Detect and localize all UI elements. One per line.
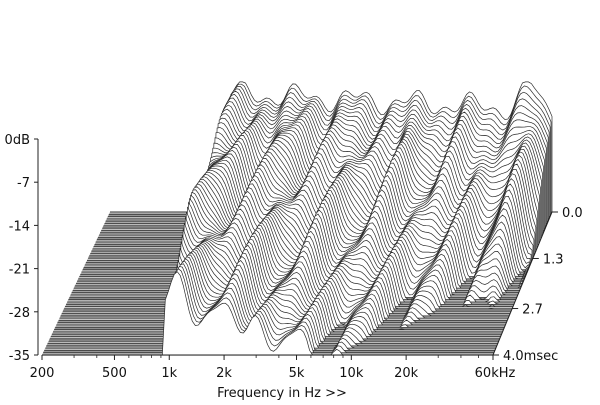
time-tick-label: 2.7 xyxy=(522,303,543,318)
time-tick-label: 4.0msec xyxy=(503,349,558,364)
x-axis-title: Frequency in Hz >> xyxy=(217,386,347,401)
time-tick-label: 0.0 xyxy=(562,206,583,221)
x-tick-label: 200 xyxy=(30,366,55,381)
x-tick-label: 60kHz xyxy=(475,366,516,381)
decay-slice xyxy=(74,178,522,287)
x-tick-label: 5k xyxy=(289,366,305,381)
x-tick-label: 20k xyxy=(394,366,419,381)
y-tick-label: -14 xyxy=(9,219,30,234)
time-tick-label: 1.3 xyxy=(543,252,564,267)
y-tick-label: 0dB xyxy=(5,133,30,148)
y-tick-label: -35 xyxy=(9,349,30,364)
decay-slice xyxy=(44,265,495,351)
x-tick-label: 500 xyxy=(102,366,127,381)
x-axis: 200 500 1k 2k 5k 10k 20k 60kHz Frequency in Hz … xyxy=(30,354,516,401)
x-tick-label: 1k xyxy=(161,366,177,381)
x-tick-label: 10k xyxy=(339,366,364,381)
decay-slice xyxy=(45,263,496,349)
y-axis: 0dB -7 -14 -21 -28 -35 xyxy=(5,133,39,364)
y-tick-label: -21 xyxy=(9,263,30,278)
decay-slice xyxy=(43,268,494,354)
time-axis: 0.0 1.3 2.7 4.0msec xyxy=(492,206,583,364)
decay-slices xyxy=(42,81,553,356)
y-tick-label: -28 xyxy=(9,306,30,321)
decay-slice xyxy=(73,181,521,289)
y-tick-label: -7 xyxy=(17,176,30,191)
x-tick-label: 2k xyxy=(216,366,232,381)
